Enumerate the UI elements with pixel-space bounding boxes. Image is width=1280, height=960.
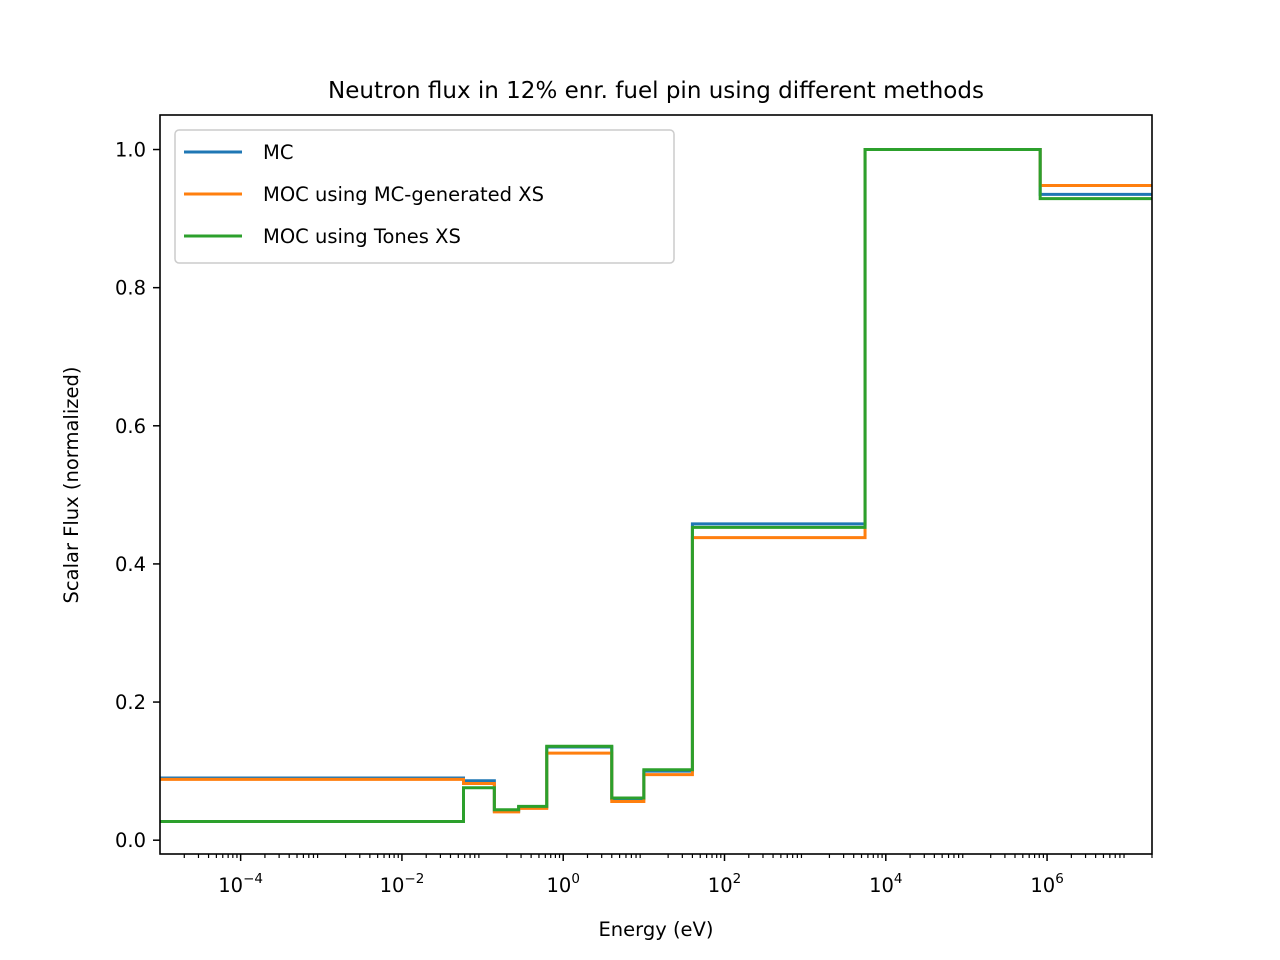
x-axis-ticks: 10−4 10−2 100 102 104 106	[183, 854, 1153, 897]
chart-title: Neutron flux in 12% enr. fuel pin using …	[328, 78, 984, 104]
x-tick-label: 104	[869, 871, 902, 897]
x-tick-label: 100	[547, 871, 580, 897]
series-line-3	[160, 148, 1152, 824]
x-axis-label: Energy (eV)	[598, 918, 713, 941]
series-layer	[160, 148, 1152, 824]
legend-label-2: MOC using MC-generated XS	[263, 183, 544, 206]
plot-frame	[159, 114, 1153, 855]
legend: MC MOC using MC-generated XS MOC using Ton…	[174, 129, 675, 264]
x-tick-label: 10−2	[380, 871, 425, 897]
y-axis-ticks: 0.0 0.2 0.4 0.6 0.8 1.0	[115, 139, 160, 852]
x-tick-label: 102	[708, 871, 741, 897]
x-tick-label: 106	[1030, 871, 1063, 897]
legend-label-1: MC	[263, 141, 293, 164]
y-tick-label: 0.2	[115, 691, 146, 714]
legend-label-3: MOC using Tones XS	[263, 225, 461, 248]
y-tick-label: 0.6	[115, 415, 146, 438]
y-axis-label: Scalar Flux (normalized)	[60, 367, 83, 604]
x-tick-label: 10−4	[218, 871, 263, 897]
y-tick-label: 0.8	[115, 277, 146, 300]
legend-frame	[174, 129, 675, 264]
y-tick-label: 0.4	[115, 553, 146, 576]
y-tick-label: 1.0	[115, 139, 146, 162]
y-tick-label: 0.0	[115, 829, 146, 852]
